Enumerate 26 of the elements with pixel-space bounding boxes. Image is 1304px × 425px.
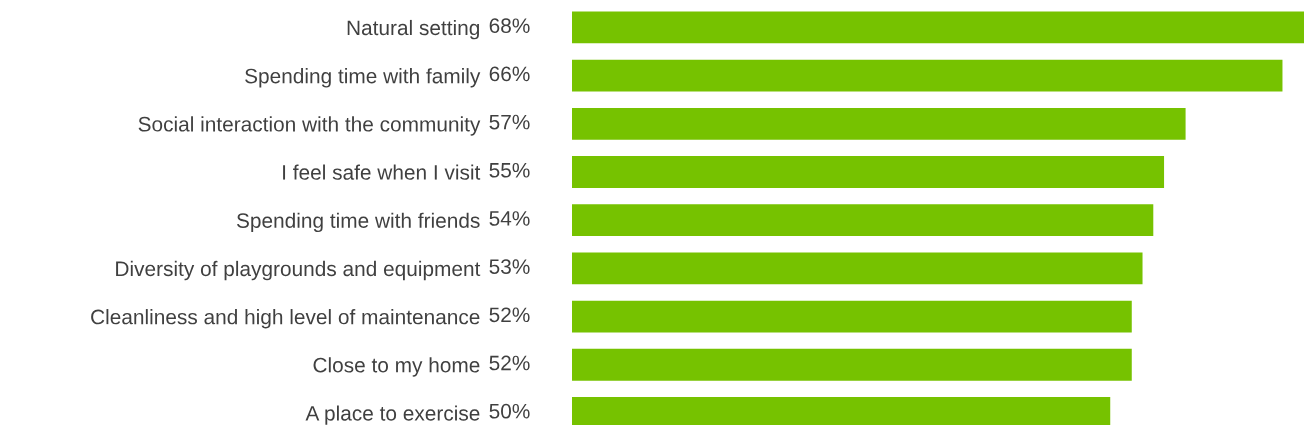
data-label: 53% bbox=[489, 259, 530, 274]
bar bbox=[572, 156, 1165, 188]
y-tick-label: Cleanliness and high level of maintenance bbox=[91, 309, 480, 329]
data-label: 66% bbox=[489, 66, 530, 82]
bar bbox=[572, 59, 1283, 92]
data-label: 55% bbox=[489, 162, 530, 178]
y-tick-label: Social interaction with the community bbox=[138, 116, 481, 136]
data-label: 52% bbox=[489, 355, 530, 371]
data-label: 57% bbox=[489, 114, 530, 130]
data-label: 54% bbox=[489, 211, 530, 226]
data-label: 52% bbox=[489, 307, 530, 323]
bar bbox=[572, 300, 1132, 333]
y-tick-label: Close to my home bbox=[313, 357, 480, 377]
bar bbox=[572, 11, 1304, 44]
y-tick-label: A place to exercise bbox=[305, 405, 480, 425]
y-tick-label: Spending time with friends bbox=[236, 212, 480, 233]
bar bbox=[572, 204, 1154, 237]
bar bbox=[572, 348, 1132, 381]
y-tick-label: Natural setting bbox=[347, 19, 479, 40]
bar bbox=[572, 252, 1143, 285]
bar bbox=[572, 107, 1186, 140]
y-tick-label: Diversity of playgrounds and equipment bbox=[116, 260, 481, 281]
y-tick-label: Spending time with family bbox=[245, 68, 481, 88]
y-tick-label: I feel safe when I visit bbox=[283, 164, 481, 180]
data-label: 50% bbox=[489, 403, 530, 419]
data-label: 68% bbox=[489, 18, 530, 34]
